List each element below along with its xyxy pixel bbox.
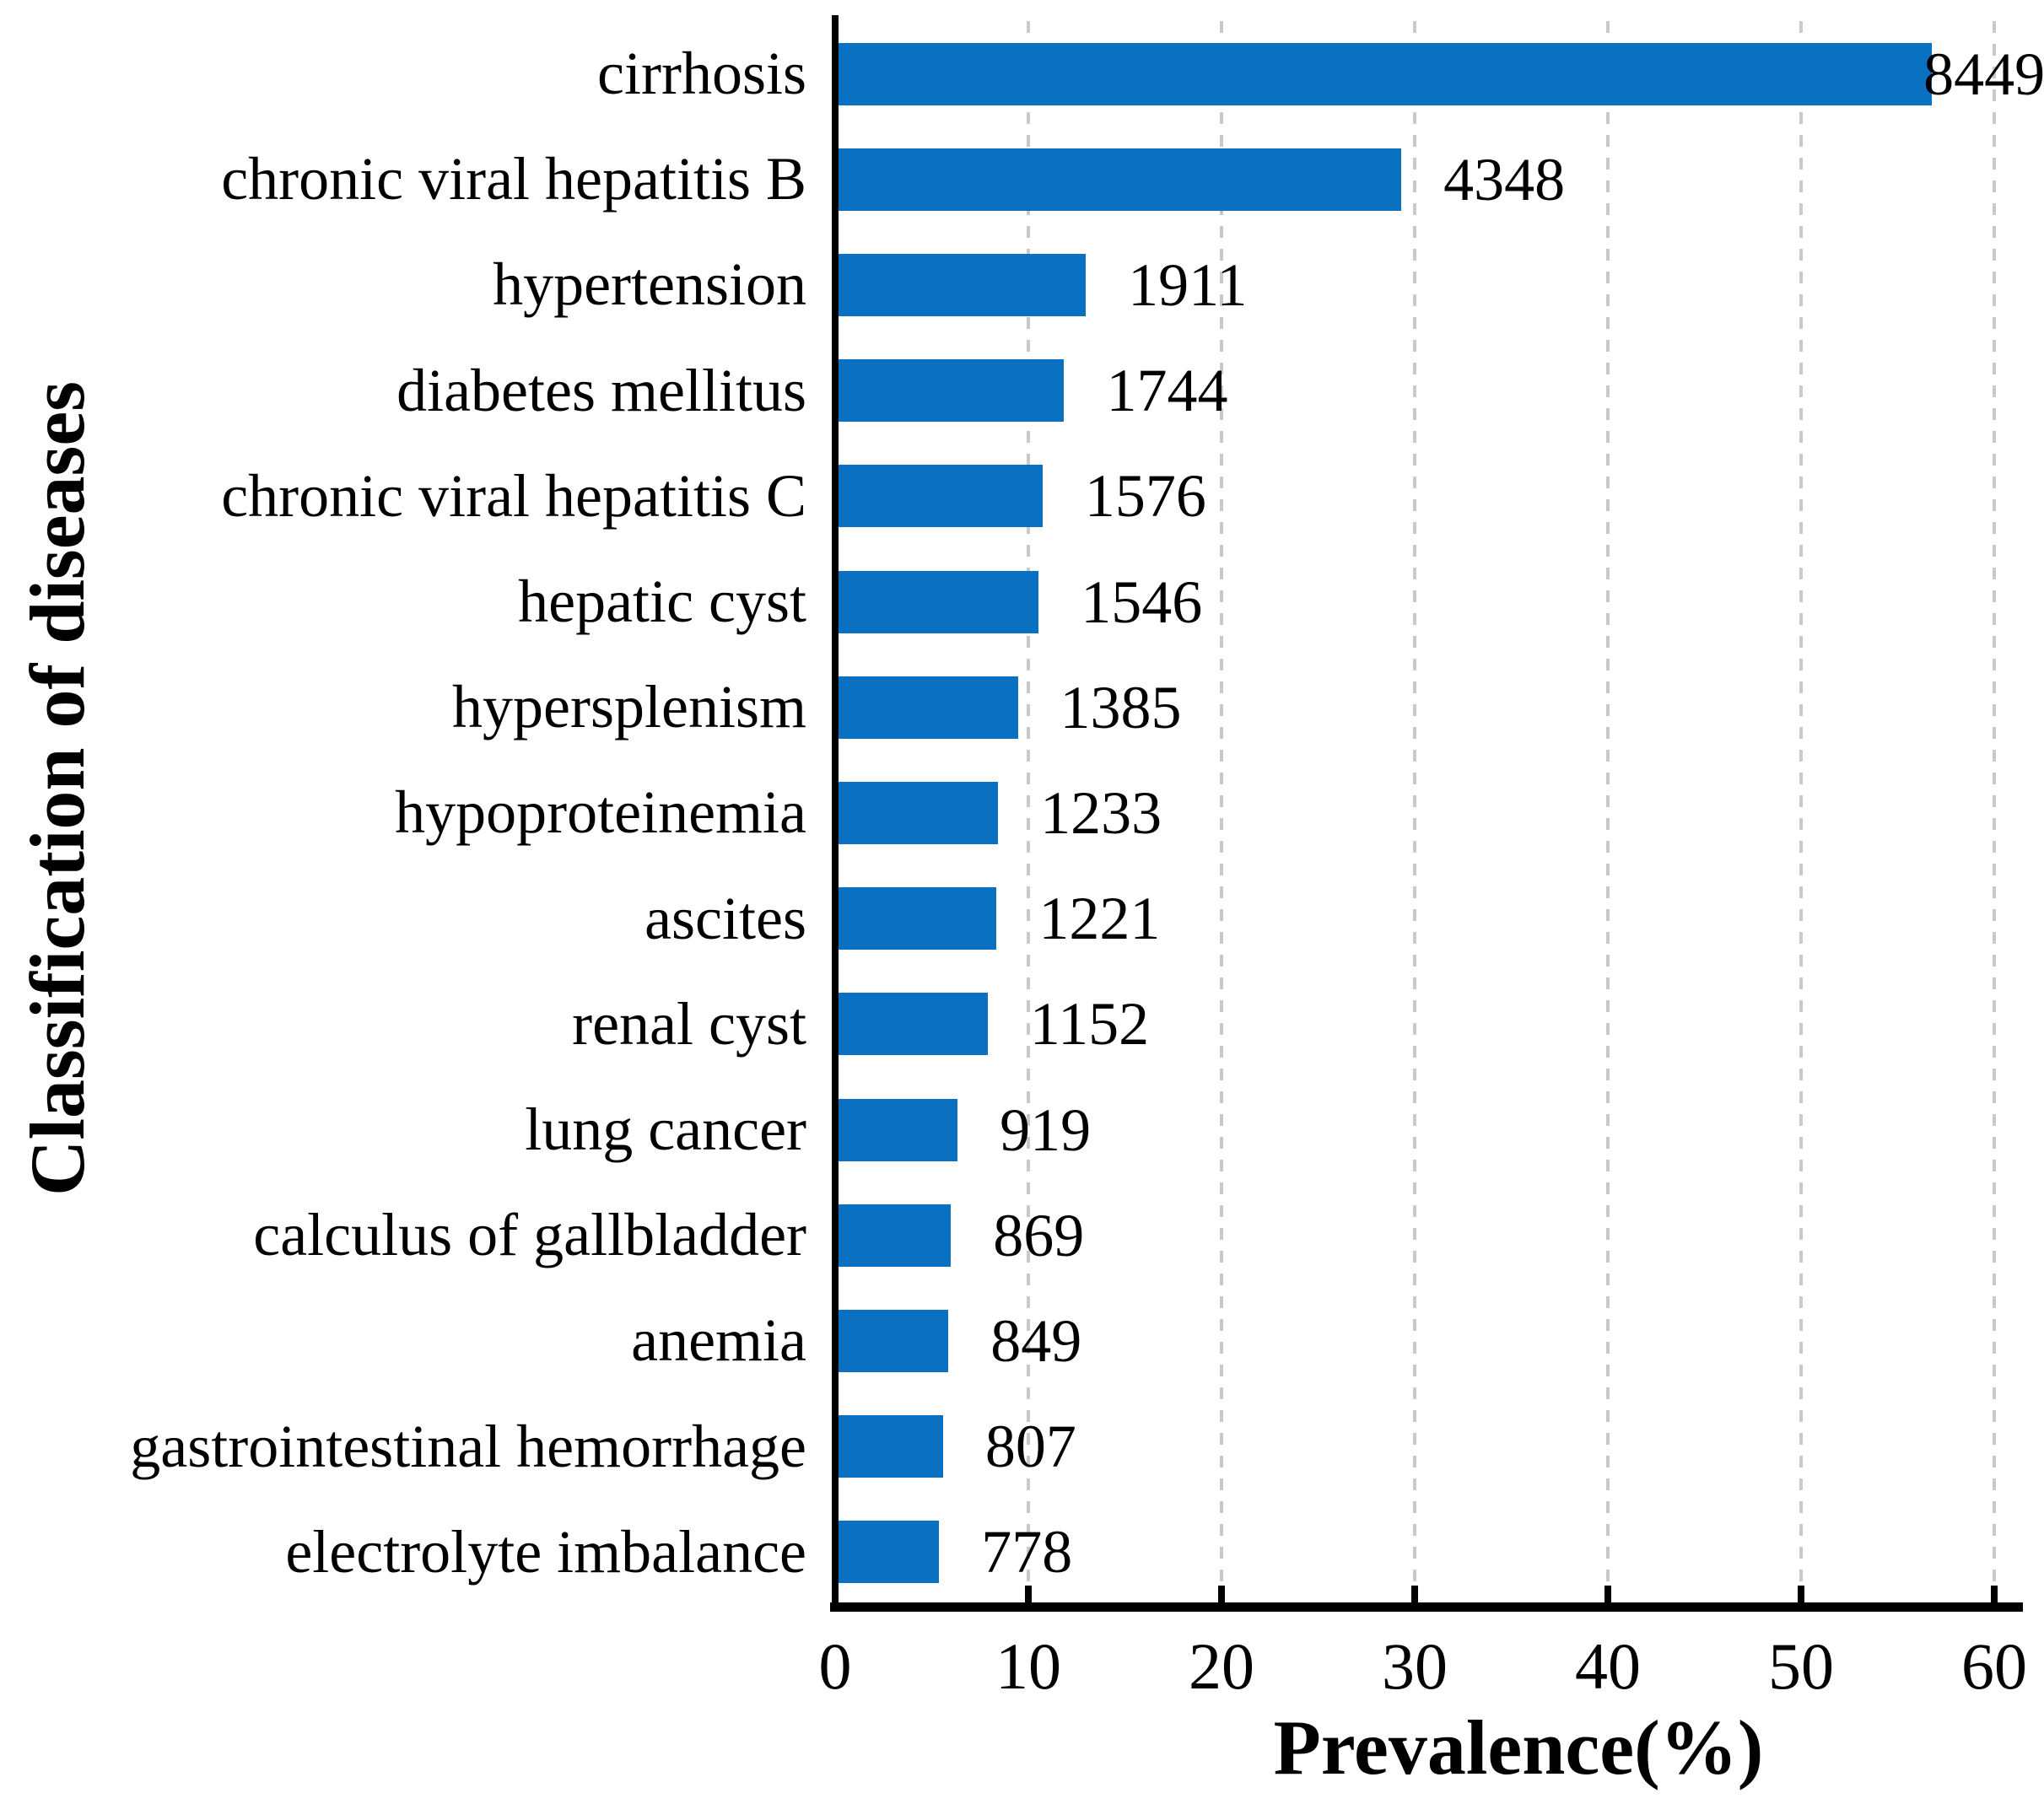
- bar-value-label: 807: [984, 1413, 1076, 1481]
- bar-value-label: 1385: [1060, 673, 1182, 741]
- gridline-60: [1993, 21, 1996, 1605]
- category-label: lung cancer: [525, 1096, 806, 1163]
- x-tick-label: 10: [995, 1629, 1061, 1703]
- gridline-30: [1413, 21, 1416, 1605]
- bar-value-label: 1546: [1081, 568, 1203, 636]
- bar-hypersplenism: [839, 676, 1018, 739]
- bar-cirrhosis: [839, 42, 1933, 105]
- bar-value-label: 1152: [1029, 990, 1150, 1058]
- bar-fill: [839, 782, 999, 844]
- bar-value-label: 778: [981, 1518, 1073, 1586]
- bar-fill: [839, 887, 997, 950]
- bar-value-label: 4348: [1443, 145, 1566, 213]
- bar-fill: [839, 993, 988, 1056]
- x-tick-label: 0: [818, 1629, 852, 1703]
- bar-fill: [839, 570, 1039, 633]
- x-tick-60: [1991, 1586, 1998, 1604]
- bar-fill: [839, 465, 1043, 528]
- category-label: electrolyte imbalance: [285, 1517, 806, 1586]
- bar-renal-cyst: [839, 993, 988, 1056]
- category-label: hypertension: [493, 250, 806, 319]
- bar-calculus-of-gallbladder: [839, 1204, 952, 1267]
- bar-chronic-viral-hepatitis-B: [839, 148, 1402, 211]
- bar-fill: [839, 1310, 949, 1372]
- x-tick-label: 60: [1961, 1629, 2027, 1703]
- category-label: anemia: [631, 1306, 806, 1375]
- bar-fill: [839, 1521, 940, 1584]
- bar-value-label: 1911: [1128, 251, 1248, 319]
- gridline-20: [1220, 21, 1223, 1605]
- x-tick-label: 30: [1382, 1629, 1448, 1703]
- category-label: hypoproteinemia: [395, 778, 806, 847]
- y-axis-line: [832, 15, 839, 1611]
- x-tick-50: [1798, 1586, 1804, 1604]
- x-tick-20: [1218, 1586, 1225, 1604]
- category-label: calculus of gallbladder: [253, 1201, 806, 1269]
- bar-value-label: 1233: [1040, 779, 1162, 847]
- category-label: hypersplenism: [452, 673, 806, 741]
- bar-fill: [839, 42, 1933, 105]
- bar-electrolyte-imbalance: [839, 1521, 940, 1584]
- bar-hepatic-cyst: [839, 570, 1039, 633]
- bar-fill: [839, 1204, 952, 1267]
- bar-lung-cancer: [839, 1098, 958, 1161]
- x-tick-10: [1025, 1586, 1032, 1604]
- gridline-40: [1606, 21, 1610, 1605]
- category-label: chronic viral hepatitis B: [221, 145, 806, 213]
- x-tick-40: [1604, 1586, 1611, 1604]
- bar-fill: [839, 148, 1402, 211]
- category-label: chronic viral hepatitis C: [221, 461, 806, 530]
- bar-hypoproteinemia: [839, 782, 999, 844]
- category-label: gastrointestinal hemorrhage: [130, 1412, 806, 1480]
- bar-anemia: [839, 1310, 949, 1372]
- bar-value-label: 8449: [1923, 40, 2044, 108]
- category-label: cirrhosis: [597, 40, 806, 107]
- gridline-10: [1027, 21, 1030, 1605]
- bar-fill: [839, 254, 1087, 316]
- bar-value-label: 869: [993, 1201, 1085, 1269]
- bar-value-label: 849: [990, 1307, 1082, 1375]
- x-tick-30: [1411, 1586, 1418, 1604]
- gridline-50: [1799, 21, 1803, 1605]
- x-tick-label: 40: [1575, 1629, 1641, 1703]
- bar-diabetes-mellitus: [839, 359, 1065, 423]
- x-axis-line: [830, 1602, 2023, 1612]
- bar-gastrointestinal-hemorrhage: [839, 1415, 943, 1478]
- bar-chronic-viral-hepatitis-C: [839, 465, 1043, 528]
- category-label: ascites: [644, 884, 806, 952]
- x-axis-title: Prevalence(%): [1273, 1704, 1764, 1791]
- bar-value-label: 919: [1000, 1096, 1092, 1164]
- bar-value-label: 1744: [1106, 357, 1228, 425]
- bar-hypertension: [839, 254, 1087, 316]
- category-label: hepatic cyst: [518, 568, 806, 635]
- x-tick-label: 20: [1189, 1629, 1254, 1703]
- category-label: diabetes mellitus: [396, 356, 806, 424]
- category-label: renal cyst: [572, 989, 806, 1058]
- bar-ascites: [839, 887, 997, 950]
- x-tick-label: 50: [1768, 1629, 1834, 1703]
- bar-fill: [839, 1098, 958, 1161]
- bar-fill: [839, 676, 1018, 739]
- bar-value-label: 1576: [1084, 462, 1206, 530]
- bar-fill: [839, 1415, 943, 1478]
- bar-value-label: 1221: [1038, 885, 1161, 953]
- bar-fill: [839, 359, 1065, 423]
